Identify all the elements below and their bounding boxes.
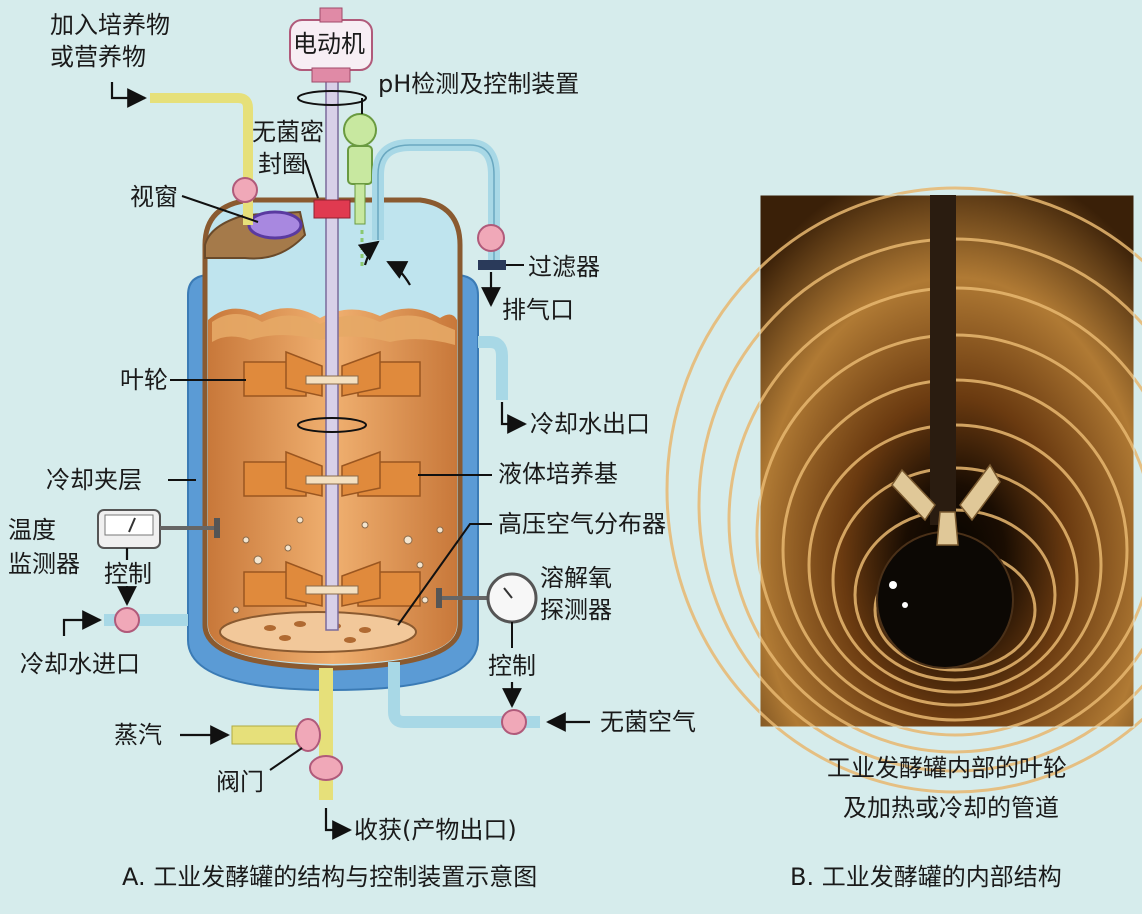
feed-pipe	[150, 93, 253, 225]
label-steam: 蒸汽	[114, 721, 162, 749]
label-ph: pH检测及控制装置	[378, 70, 579, 98]
label-temp-1: 温度	[8, 516, 56, 544]
label-seal-2: 封圈	[258, 150, 306, 178]
steam-valve	[295, 718, 321, 752]
sterile-seal	[313, 199, 351, 219]
label-sparger: 高压空气分布器	[498, 510, 666, 538]
label-do-2: 探测器	[540, 596, 612, 624]
label-motor: 电动机	[293, 30, 365, 58]
label-control-right: 控制	[488, 652, 536, 680]
cooling-in-valve	[114, 607, 140, 633]
label-cooling-out: 冷却水出口	[530, 410, 650, 438]
label-filter: 过滤器	[528, 253, 600, 281]
label-do-1: 溶解氧	[540, 564, 612, 592]
caption-photo-2: 及加热或冷却的管道	[843, 794, 1059, 822]
label-cooling-in: 冷却水进口	[20, 650, 140, 678]
label-jacket: 冷却夹层	[46, 466, 142, 494]
label-medium: 液体培养基	[498, 460, 618, 488]
filter-ball	[477, 224, 505, 252]
caption-photo-1: 工业发酵罐内部的叶轮	[827, 754, 1067, 782]
label-seal-1: 无菌密	[252, 118, 324, 146]
caption-a: A. 工业发酵罐的结构与控制装置示意图	[122, 863, 537, 891]
outlet-valve	[309, 755, 343, 781]
label-feed-1: 加入培养物	[50, 11, 170, 39]
air-sparger	[219, 611, 417, 653]
label-window: 视窗	[130, 183, 178, 211]
caption-b: B. 工业发酵罐的内部结构	[790, 863, 1062, 891]
label-control-left: 控制	[104, 560, 152, 588]
ph-probe-bulb	[343, 113, 377, 147]
impeller-blades	[243, 350, 421, 607]
label-feed-2: 或营养物	[50, 43, 146, 71]
label-exhaust: 排气口	[502, 296, 574, 324]
label-valve: 阀门	[216, 768, 264, 796]
label-temp-2: 监测器	[8, 550, 80, 578]
label-sterile-air: 无菌空气	[600, 708, 696, 736]
label-impeller: 叶轮	[120, 366, 168, 394]
internal-photo	[665, 186, 1142, 794]
air-inlet-pipe	[388, 662, 540, 728]
drive-shaft	[325, 69, 339, 631]
label-harvest: 收获(产物出口)	[354, 816, 517, 844]
